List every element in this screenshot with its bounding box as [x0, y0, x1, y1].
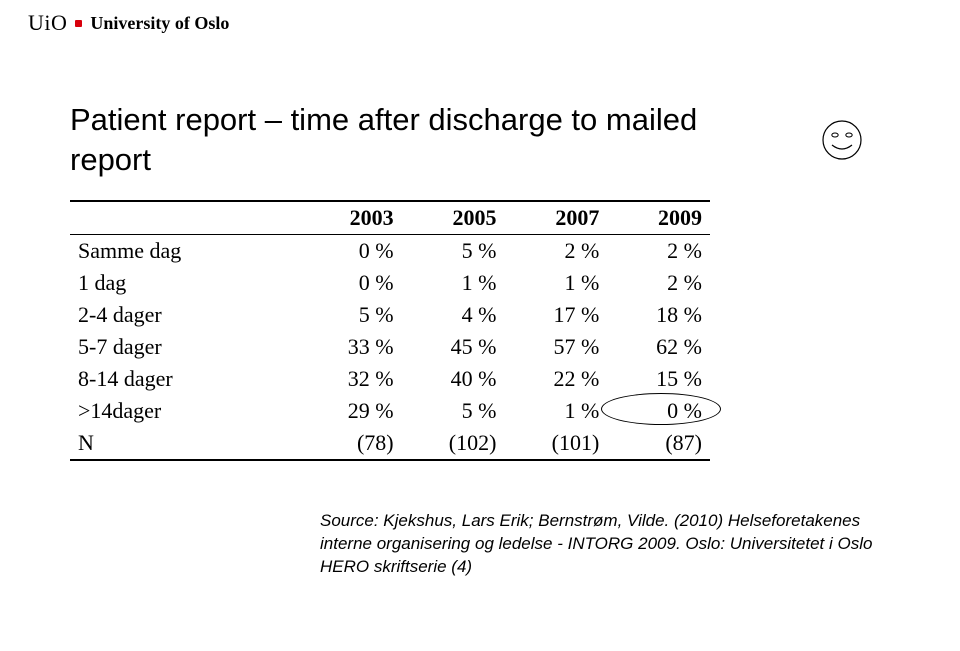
- cell: 57 %: [504, 331, 607, 363]
- table-row: 1 dag 0 % 1 % 1 % 2 %: [70, 267, 710, 299]
- highlight-oval-icon: [601, 393, 721, 425]
- cell: 32 %: [299, 363, 402, 395]
- cell: (87): [607, 427, 710, 460]
- cell: 22 %: [504, 363, 607, 395]
- cell: 1 %: [504, 267, 607, 299]
- cell: 5 %: [402, 235, 505, 268]
- title-line-2: report: [70, 142, 151, 177]
- cell: 17 %: [504, 299, 607, 331]
- row-label: 5-7 dager: [70, 331, 299, 363]
- cell: (102): [402, 427, 505, 460]
- page-title: Patient report – time after discharge to…: [70, 100, 710, 181]
- col-header: 2005: [402, 201, 505, 235]
- uio-dot-icon: [75, 20, 82, 27]
- data-table: 2003 2005 2007 2009 Samme dag 0 % 5 % 2 …: [70, 200, 710, 461]
- cell: 33 %: [299, 331, 402, 363]
- cell: 5 %: [299, 299, 402, 331]
- cell: (101): [504, 427, 607, 460]
- table-row: >14dager 29 % 5 % 1 % 0 %: [70, 395, 710, 427]
- university-name: University of Oslo: [90, 13, 229, 34]
- cell: 1 %: [504, 395, 607, 427]
- table-row: N (78) (102) (101) (87): [70, 427, 710, 460]
- cell: 0 %: [667, 398, 702, 423]
- row-label: Samme dag: [70, 235, 299, 268]
- row-label: >14dager: [70, 395, 299, 427]
- cell: 45 %: [402, 331, 505, 363]
- cell: 62 %: [607, 331, 710, 363]
- cell: 0 %: [299, 267, 402, 299]
- source-citation: Source: Kjekshus, Lars Erik; Bernstrøm, …: [320, 510, 880, 579]
- table-header-row: 2003 2005 2007 2009: [70, 201, 710, 235]
- table-row: 8-14 dager 32 % 40 % 22 % 15 %: [70, 363, 710, 395]
- cell: 40 %: [402, 363, 505, 395]
- cell: 18 %: [607, 299, 710, 331]
- col-header: 2003: [299, 201, 402, 235]
- row-label: 8-14 dager: [70, 363, 299, 395]
- cell: 5 %: [402, 395, 505, 427]
- institution-header: UiO University of Oslo: [28, 10, 229, 36]
- cell: 2 %: [607, 235, 710, 268]
- cell: 2 %: [504, 235, 607, 268]
- cell: 29 %: [299, 395, 402, 427]
- col-header: 2009: [607, 201, 710, 235]
- smiley-icon: [820, 118, 864, 167]
- uio-wordmark: UiO: [28, 10, 67, 36]
- cell: 4 %: [402, 299, 505, 331]
- row-label: N: [70, 427, 299, 460]
- data-table-wrap: 2003 2005 2007 2009 Samme dag 0 % 5 % 2 …: [70, 200, 710, 461]
- row-label: 1 dag: [70, 267, 299, 299]
- table-row: 2-4 dager 5 % 4 % 17 % 18 %: [70, 299, 710, 331]
- cell: 2 %: [607, 267, 710, 299]
- title-line-1: Patient report – time after discharge to…: [70, 102, 697, 137]
- cell: (78): [299, 427, 402, 460]
- highlighted-cell: 0 %: [607, 395, 710, 427]
- cell: 15 %: [607, 363, 710, 395]
- col-header: 2007: [504, 201, 607, 235]
- row-label: 2-4 dager: [70, 299, 299, 331]
- table-row: Samme dag 0 % 5 % 2 % 2 %: [70, 235, 710, 268]
- cell: 0 %: [299, 235, 402, 268]
- cell: 1 %: [402, 267, 505, 299]
- table-row: 5-7 dager 33 % 45 % 57 % 62 %: [70, 331, 710, 363]
